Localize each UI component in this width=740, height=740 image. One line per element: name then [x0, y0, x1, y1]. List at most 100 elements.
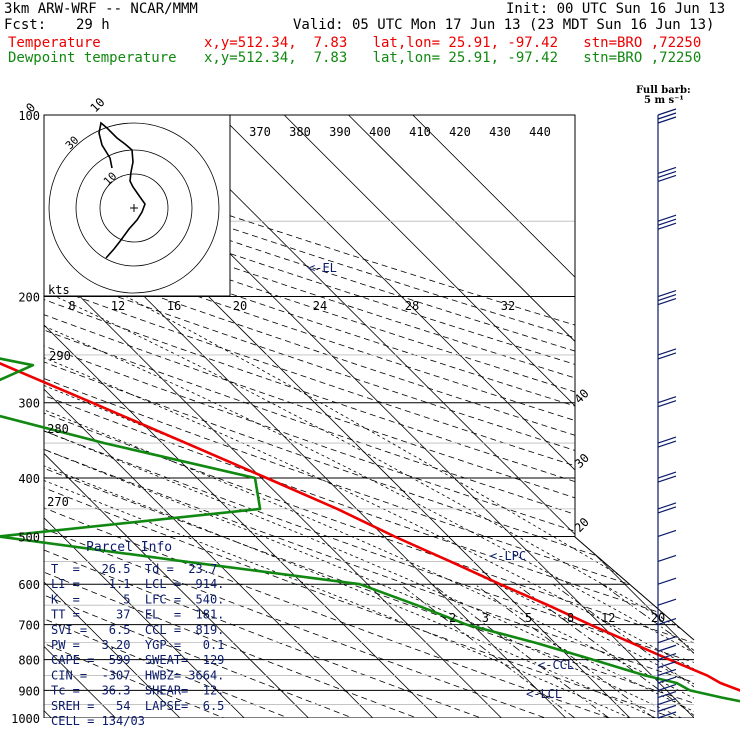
- wind-barb: [657, 348, 677, 360]
- dry-adiabat-line: [44, 115, 256, 718]
- parcel-info-row: Tc = 36.3 SHEAR= 12.: [51, 684, 224, 698]
- pressure-tick-label: 1000: [11, 712, 40, 726]
- pressure-tick-label: 700: [18, 619, 40, 633]
- mixing-ratio-label: 8: [567, 611, 574, 625]
- hodograph-speed-label: 8: [68, 299, 75, 313]
- dry-adiabat-line: [44, 115, 694, 718]
- dry-adiabat-line: [44, 115, 694, 718]
- mixing-ratio-label: 3: [482, 611, 489, 625]
- wind-barb: [657, 108, 677, 124]
- theta-top-label: 410: [409, 125, 431, 139]
- hodograph-speed-label: 12: [111, 299, 125, 313]
- wind-barb: [657, 697, 677, 706]
- dry-adiabat-line: [44, 115, 452, 718]
- parcel-info-panel: Parcel Info T = 26.5 Td = 23.7LI = -1.1 …: [51, 540, 224, 728]
- parcel-info-row: CIN = -307 HWBZ= 3664.: [51, 668, 224, 682]
- pressure-tick-label: 500: [18, 530, 40, 544]
- pressure-tick-label: 800: [18, 654, 40, 668]
- isotherm-line: [44, 115, 181, 718]
- valid-time: Valid: 05 UTC Mon 17 Jun 13 (23 MDT Sun …: [293, 17, 715, 33]
- dry-adiabat-line: [44, 115, 694, 718]
- dewpoint-legend-label: Dewpoint temperature: [8, 50, 177, 66]
- wind-barb: [657, 166, 677, 183]
- isotherm-line: [283, 115, 694, 718]
- dry-adiabat-line: [44, 115, 694, 718]
- parcel-level-label: <-LCL: [526, 687, 562, 701]
- wind-barb: [657, 436, 677, 448]
- dry-adiabat-line: [44, 115, 694, 718]
- pressure-tick-label: 100: [18, 109, 40, 123]
- parcel-info-row: T = 26.5 Td = 23.7: [51, 562, 217, 576]
- parcel-info-row: PW = 3.20 YGP = 0.1: [51, 638, 224, 652]
- isotherm-line: [44, 115, 374, 718]
- hodograph-speed-label: 20: [233, 299, 247, 313]
- temperature-legend-label: Temperature: [8, 35, 101, 51]
- forecast-value: 29 h: [76, 17, 110, 33]
- dry-adiabat-line: [44, 115, 694, 718]
- hodograph-storm-motion-marker: [130, 204, 138, 212]
- isotherm-line: [44, 115, 245, 718]
- wind-barb: [657, 214, 677, 230]
- temperature-line: [0, 362, 740, 692]
- theta-left-label: 280: [47, 422, 69, 436]
- hodograph-ring-10: [99, 173, 169, 243]
- wind-barb: [657, 691, 677, 699]
- dry-adiabat-line: [44, 115, 694, 718]
- wind-barb: [657, 502, 677, 514]
- isotherm-line: [219, 115, 694, 718]
- wind-barb: [657, 636, 677, 644]
- parcel-info-title: Parcel Info: [86, 540, 172, 555]
- moist-adiabat-line: [44, 268, 694, 718]
- init-time: Init: 00 UTC Sun 16 Jun 13: [506, 1, 726, 17]
- pressure-tick-label: 200: [18, 291, 40, 305]
- moist-adiabat-line: [44, 268, 694, 718]
- pressure-tick-label: 900: [18, 684, 40, 698]
- wind-barb-column: [657, 108, 677, 719]
- hodograph-trace: [98, 121, 146, 259]
- mixing-ratio-line: [432, 583, 610, 718]
- mixing-ratio-label: 12: [601, 611, 615, 625]
- wind-barb: [657, 711, 677, 719]
- parcel-info-row: SVI = 6.5 CCL = 819.: [51, 623, 224, 637]
- hodograph-ring-30: [48, 122, 220, 294]
- wind-barb: [657, 652, 677, 661]
- isotherm-right-label: 10: [88, 95, 108, 115]
- wind-barb: [657, 668, 677, 677]
- dry-adiabat-line: [44, 115, 694, 718]
- wind-barb: [657, 676, 677, 684]
- wind-barb: [657, 396, 677, 408]
- hodograph-speed-label: 16: [167, 299, 181, 313]
- temperature-profile: [0, 362, 740, 692]
- parcel-info-row: CAPE = 599 SWEAT= 129: [51, 653, 224, 667]
- dewpoint-profile: [0, 357, 740, 703]
- parcel-level-label: <-EL: [308, 261, 337, 275]
- theta-left-label: 270: [47, 495, 69, 509]
- parcel-info-row: LI = -1.1 LCL = 914.: [51, 577, 224, 591]
- wind-barb: [657, 683, 677, 691]
- theta-left-label: 290: [49, 349, 71, 363]
- dry-adiabat-line: [44, 115, 694, 718]
- dry-adiabat-line: [44, 115, 582, 718]
- wind-barb: [657, 471, 677, 483]
- parcel-info-row: CELL = 134/03: [51, 714, 145, 728]
- theta-top-label: 420: [449, 125, 471, 139]
- theta-top-label: 370: [249, 125, 271, 139]
- wind-barb: [657, 577, 677, 585]
- dewpoint-legend-info: x,y=512.34, 7.83 lat,lon= 25.91, -97.42 …: [204, 50, 702, 66]
- moist-adiabat-line: [44, 268, 694, 718]
- hodograph-units-label: kts: [48, 283, 70, 297]
- wind-barb: [657, 289, 677, 306]
- wind-barb: [657, 704, 677, 712]
- pressure-tick-label: 300: [18, 397, 40, 411]
- theta-top-label: 400: [369, 125, 391, 139]
- dry-adiabat-line: [44, 115, 694, 718]
- theta-top-label: 380: [289, 125, 311, 139]
- pressure-tick-label: 400: [18, 472, 40, 486]
- parcel-info-row: SREH = 54 LAPSE= 6.5: [51, 699, 224, 713]
- mixing-ratio-line: [601, 583, 694, 718]
- mixing-ratio-label: 5: [525, 611, 532, 625]
- dry-adiabat-line: [44, 115, 694, 718]
- hodograph-ring-20: [75, 149, 193, 267]
- moist-adiabat-line: [44, 268, 631, 718]
